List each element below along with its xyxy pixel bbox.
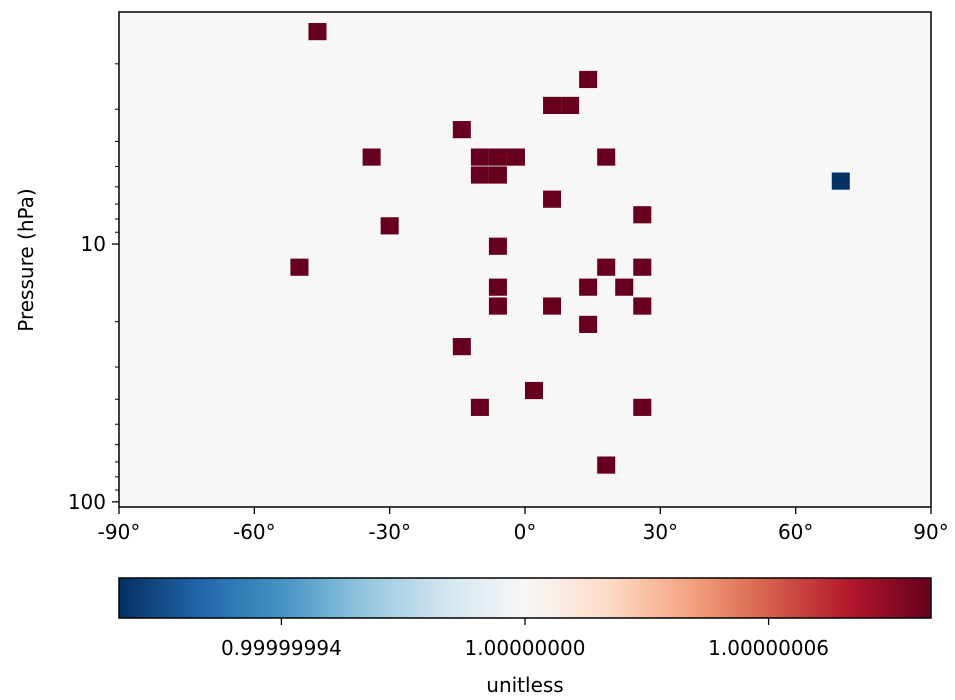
- heatmap-cell: [488, 166, 507, 184]
- x-tick-label: 60°: [778, 520, 813, 544]
- heatmap-cell: [488, 297, 507, 315]
- x-tick-label: -30°: [368, 520, 411, 544]
- x-tick-label: 30°: [643, 520, 678, 544]
- y-axis: 110100: [68, 63, 119, 514]
- heatmap-cell: [543, 297, 562, 315]
- heatmap-cell: [470, 398, 489, 416]
- heatmap-cell: [543, 96, 562, 115]
- y-axis-label: Pressure (hPa): [14, 188, 38, 331]
- heatmap-cell: [633, 398, 652, 416]
- colorbar-ticks: 0.99999994 1.00000000 1.00000006: [221, 618, 829, 660]
- heatmap-cell: [579, 70, 598, 89]
- heatmap-cell: [452, 121, 471, 139]
- heatmap-cell: [579, 278, 598, 296]
- heatmap-cells: [290, 23, 850, 474]
- heatmap-cell: [488, 237, 507, 255]
- heatmap-cell: [633, 258, 652, 276]
- heatmap-cell: [362, 148, 381, 166]
- heatmap-cell: [597, 456, 616, 474]
- heatmap-cell: [290, 258, 309, 276]
- x-tick-label: 90°: [913, 520, 948, 544]
- heatmap-cell: [597, 148, 616, 166]
- heatmap-cell: [380, 217, 399, 235]
- plot-background: [119, 12, 931, 507]
- y-tick-label: 10: [81, 232, 106, 256]
- heatmap-cell: [488, 148, 507, 166]
- heatmap-cell: [488, 278, 507, 296]
- y-tick-label: 100: [68, 490, 106, 514]
- heatmap-cell: [506, 148, 525, 166]
- heatmap-cell: [633, 206, 652, 224]
- x-tick-label: 0°: [514, 520, 537, 544]
- colorbar: [118, 577, 932, 619]
- heatmap-cell: [452, 338, 471, 356]
- colorbar-tick-label: 1.00000000: [465, 636, 586, 660]
- heatmap-cell: [597, 258, 616, 276]
- heatmap-cell: [470, 166, 489, 184]
- heatmap-cell: [470, 148, 489, 166]
- heatmap-cell: [831, 172, 850, 190]
- heatmap-cell: [543, 190, 562, 208]
- x-tick-label: -60°: [233, 520, 276, 544]
- heatmap-cell: [561, 96, 580, 115]
- heatmap-cell: [615, 278, 634, 296]
- heatmap-cell: [308, 23, 327, 41]
- colorbar-tick-label: 1.00000006: [708, 636, 829, 660]
- colorbar-tick-label: 0.99999994: [221, 636, 342, 660]
- heatmap-cell: [525, 381, 544, 400]
- x-axis: -90° -60° -30° 0° 30° 60° 90°: [98, 507, 949, 544]
- colorbar-label: unitless: [486, 673, 563, 697]
- x-tick-label: -90°: [98, 520, 141, 544]
- heatmap-cell: [579, 315, 598, 333]
- heatmap-cell: [633, 297, 652, 315]
